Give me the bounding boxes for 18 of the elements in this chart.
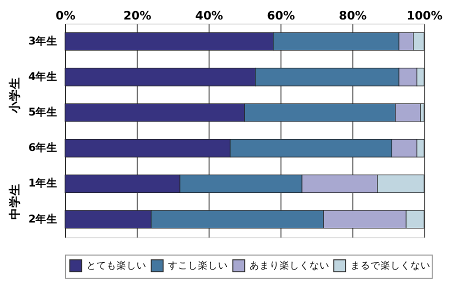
legend-label: まるで楽しくない	[350, 260, 430, 272]
x-tick-label: 40%	[195, 8, 224, 22]
x-tick-label: 20%	[123, 8, 152, 22]
x-tick-label: 100%	[406, 8, 443, 22]
y-tick-label: 3年生	[28, 34, 58, 48]
y-tick-label: 4年生	[28, 70, 58, 83]
text: 小学生	[7, 76, 22, 114]
x-tick-label: 60%	[267, 8, 296, 22]
legend-label: すこし楽しい	[168, 260, 228, 272]
legend-label: あまり楽しくない	[249, 260, 330, 272]
y-tick-label: 5年生	[28, 106, 58, 119]
y-tick-label: 6年生	[28, 141, 58, 154]
text: 中学生	[7, 184, 22, 220]
legend-label: とても楽しい	[86, 260, 146, 272]
x-tick-label: 0%	[56, 8, 76, 22]
y-tick-label: 1年生	[28, 176, 58, 190]
x-tick-label: 80%	[338, 8, 368, 22]
y-tick-label: 2年生	[28, 212, 58, 226]
